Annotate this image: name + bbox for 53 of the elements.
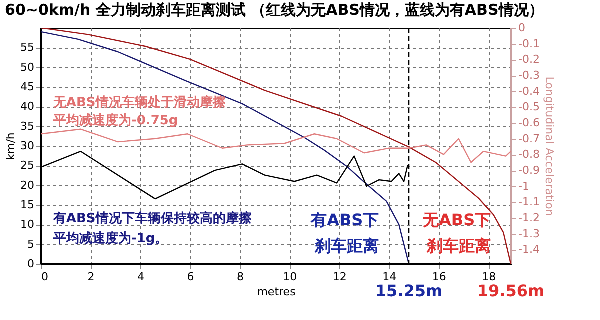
y2-tick-label: -0.6 — [518, 116, 540, 130]
y-tick-label: 5 — [28, 238, 34, 251]
y2-tick-label: 0 — [518, 22, 526, 34]
text: 15.25m — [375, 282, 443, 301]
x-tick-label: 10 — [283, 270, 298, 284]
annotation: 平均减速度为-0.75g — [52, 112, 178, 128]
chart-title: 60~0km/h 全力制动刹车距离测试 （红线为无ABS情况，蓝线为有ABS情况） — [5, 1, 544, 19]
annotation: 无ABS情况车辆处于滑动摩擦 — [52, 94, 227, 111]
y-tick-label: 55 — [20, 41, 34, 54]
y2-tick-label: -1.4 — [518, 243, 540, 256]
y-tick-label: 0 — [28, 258, 34, 270]
y2-tick-label: -0.3 — [518, 69, 540, 82]
y2-tick-label: -1.3 — [518, 227, 540, 240]
annotation: 无ABS下 — [422, 210, 492, 230]
line-series — [41, 31, 410, 264]
y2-tick-label: -1.1 — [518, 196, 540, 209]
y2-tick-label: -1.2 — [518, 212, 540, 225]
y2-tick-label: -1 — [518, 180, 530, 193]
y-tick-label: 25 — [20, 159, 34, 172]
y2-axis-title: Longitudinal Acceleration — [542, 76, 556, 216]
y2-tick-label: -0.2 — [518, 53, 540, 66]
y2-tick-label: -0.1 — [518, 37, 540, 50]
y-tick-label: 50 — [20, 60, 34, 74]
x-tick-label: 16 — [432, 270, 446, 284]
y2-tick-label: -0.8 — [518, 148, 540, 162]
y-tick-label: 40 — [20, 100, 34, 114]
y-axis-title: km/h — [4, 132, 18, 160]
y-tick-label: 45 — [20, 80, 34, 94]
x-tick-label: 18 — [482, 270, 496, 284]
y2-tick-label: -0.5 — [518, 100, 540, 114]
annotation: 有ABS下 — [310, 210, 380, 230]
x-tick-label: 4 — [137, 270, 144, 284]
x-tick-label: 6 — [187, 270, 194, 284]
y-tick-label: 15 — [20, 198, 34, 212]
y2-tick-label: -0.4 — [518, 84, 540, 98]
y-tick-label: 35 — [20, 120, 34, 133]
y-tick-label: 30 — [20, 140, 34, 152]
y-tick-label: 10 — [20, 218, 34, 232]
annotation: 刹车距离 — [314, 236, 380, 256]
x-tick-label: 12 — [332, 270, 347, 284]
x-axis-title: metres — [257, 286, 296, 298]
line-series — [41, 128, 511, 164]
annotation: 平均减速度为-1g。 — [52, 230, 168, 246]
annotation: 有ABS情况下车辆保持较高的摩擦 — [52, 210, 253, 226]
annotation: 刹车距离 — [426, 236, 492, 256]
y2-tick-label: -0.7 — [518, 132, 540, 146]
y2-tick-label: -0.9 — [518, 164, 540, 178]
x-tick-label: 0 — [42, 270, 48, 284]
x-tick-label: 2 — [88, 270, 95, 284]
y-tick-label: 20 — [20, 178, 34, 192]
x-tick-label: 14 — [382, 270, 397, 284]
text: 19.56m — [477, 282, 545, 301]
x-tick-label: 8 — [236, 270, 244, 284]
